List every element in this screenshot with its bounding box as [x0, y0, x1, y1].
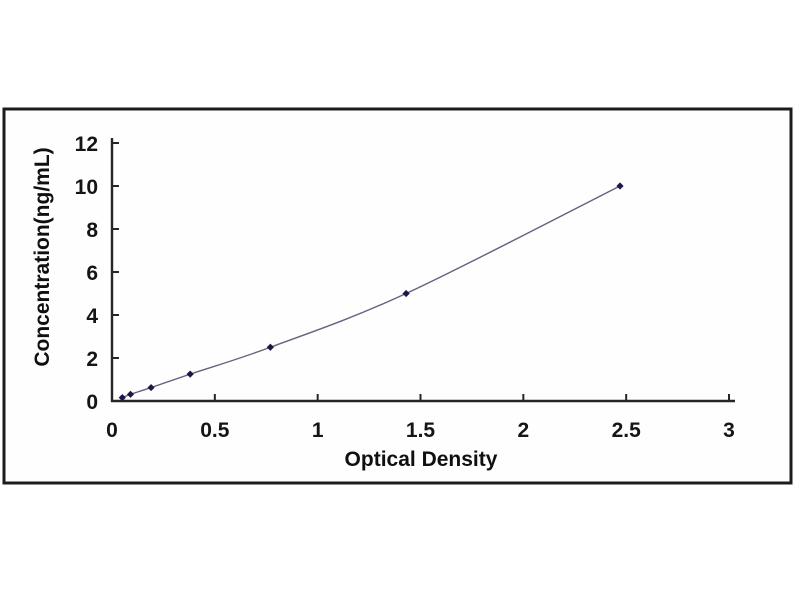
y-tick-label: 4	[86, 305, 98, 328]
data-point-marker	[616, 182, 624, 190]
y-axis-ticks: 0 2 4 6 8 10 12	[75, 133, 119, 414]
x-axis-label: Optical Density	[345, 448, 498, 471]
data-point-marker	[147, 383, 155, 392]
curve-line	[122, 185, 621, 399]
y-tick-label: 12	[75, 133, 98, 156]
y-tick-label: 0	[86, 391, 98, 414]
chart-frame	[2, 107, 793, 485]
data-point-marker	[118, 394, 126, 402]
data-point-marker	[126, 390, 135, 398]
data-point-marker	[266, 343, 274, 351]
y-tick-label: 10	[75, 176, 98, 199]
x-tick-label: 2.5	[612, 419, 642, 442]
data-point-marker	[402, 289, 410, 298]
x-tick-label: 3	[723, 419, 735, 442]
x-tick-label: 2	[517, 419, 529, 442]
y-tick-label: 8	[86, 219, 98, 242]
y-tick-label: 2	[86, 348, 98, 371]
x-axis-ticks: 0 0.5 1 1.5 2 2.5 3	[106, 394, 735, 442]
y-tick-label: 6	[86, 262, 98, 285]
x-tick-label: 0.5	[200, 419, 230, 442]
data-point-marker	[186, 370, 194, 378]
x-tick-label: 1.5	[406, 419, 436, 442]
y-axis-label: Concentration(ng/mL)	[31, 147, 54, 366]
series-standard-curve	[118, 182, 624, 402]
x-tick-label: 1	[312, 419, 324, 442]
x-tick-label: 0	[106, 419, 118, 442]
